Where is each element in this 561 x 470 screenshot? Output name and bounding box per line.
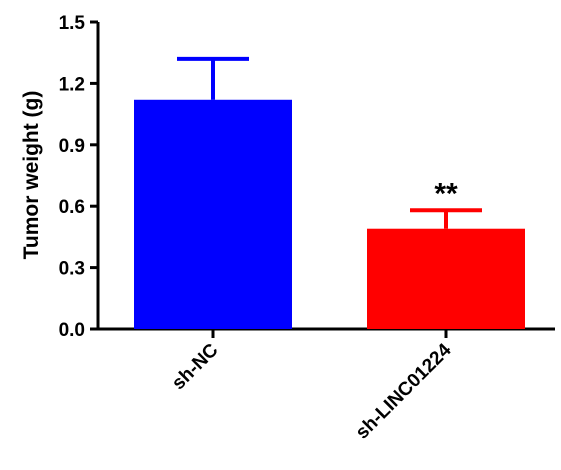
y-tick-label: 0.3 (59, 259, 85, 280)
bar-1 (134, 99, 292, 329)
y-tick-label: 0.0 (59, 320, 85, 341)
y-tick-label: 1.5 (59, 13, 86, 34)
y-tick-label: 0.9 (59, 136, 85, 157)
y-axis-title: Tumor weight (g) (20, 91, 43, 260)
y-tick-label: 0.6 (59, 197, 85, 218)
x-category-label: sh-NC (168, 339, 223, 394)
y-tick-label: 1.2 (59, 74, 85, 95)
significance-marker: ** (434, 177, 458, 210)
plot-area: 0.0 0.3 0.6 0.9 1.2 1.5 sh-NC sh-LINC01224 ** (59, 13, 555, 443)
x-category-label: sh-LINC01224 (352, 339, 456, 443)
bar-2 (367, 228, 525, 329)
